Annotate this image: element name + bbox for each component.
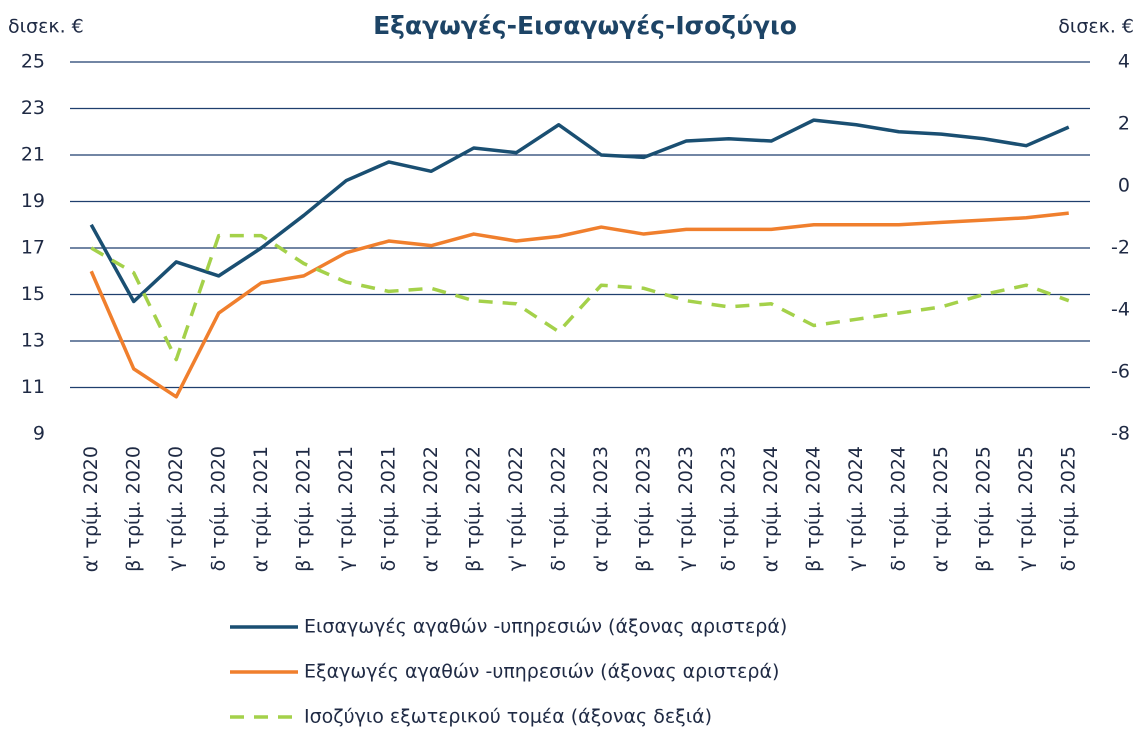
y2-tick-label: 4 (1118, 51, 1130, 73)
y-tick-label: 23 (21, 97, 45, 119)
x-tick-label: β' τρίμ. 2024 (802, 446, 824, 572)
x-tick-label: β' τρίμ. 2022 (462, 446, 484, 572)
x-tick-label: δ' τρίμ. 2022 (547, 446, 569, 571)
y-tick-label: 21 (21, 144, 45, 166)
y-tick-label: 13 (21, 330, 45, 352)
x-tick-label: γ' τρίμ. 2020 (165, 446, 187, 571)
y-tick-label: 19 (21, 190, 45, 212)
x-tick-label: γ' τρίμ. 2021 (335, 446, 357, 571)
x-tick-label: γ' τρίμ. 2023 (675, 446, 697, 571)
x-tick-label: α' τρίμ. 2022 (420, 446, 442, 572)
series-line (89, 118, 1070, 304)
legend-label: Εξαγωγές αγαθών -υπηρεσιών (άξονας αριστ… (304, 661, 779, 683)
x-tick-label: α' τρίμ. 2023 (590, 446, 612, 572)
x-tick-label: β' τρίμ. 2023 (632, 446, 654, 572)
y2-axis-label: δισεκ. € (1058, 16, 1134, 38)
chart-title: Εξαγωγές-Εισαγωγές-Ισοζύγιο (373, 11, 797, 40)
x-tick-label: γ' τρίμ. 2025 (1015, 446, 1037, 571)
y2-tick-label: -8 (1111, 423, 1130, 445)
x-tick-label: β' τρίμ. 2021 (292, 446, 314, 572)
y2-tick-label: 2 (1118, 113, 1130, 135)
y-tick-label: 11 (21, 376, 45, 398)
x-tick-label: γ' τρίμ. 2024 (845, 446, 867, 571)
y2-tick-label: -2 (1111, 237, 1130, 259)
y-axis-label: δισεκ. € (8, 16, 84, 38)
x-tick-label: β' τρίμ. 2020 (122, 446, 144, 572)
legend-label: Εισαγωγές αγαθών -υπηρεσιών (άξονας αρισ… (304, 616, 787, 638)
series-line (90, 233, 1070, 362)
y2-tick-label: -4 (1111, 299, 1130, 321)
x-tick-label: δ' τρίμ. 2025 (1057, 446, 1079, 571)
x-tick-label: γ' τρίμ. 2022 (505, 446, 527, 571)
y2-tick-label: 0 (1118, 175, 1130, 197)
x-tick-label: δ' τρίμ. 2024 (887, 446, 909, 571)
x-tick-label: α' τρίμ. 2020 (80, 446, 102, 572)
x-tick-label: β' τρίμ. 2025 (972, 446, 994, 572)
y-tick-label: 9 (33, 423, 45, 445)
x-tick-label: α' τρίμ. 2025 (930, 446, 952, 572)
legend-label: Ισοζύγιο εξωτερικού τομέα (άξονας δεξιά) (304, 706, 712, 728)
x-tick-label: δ' τρίμ. 2023 (717, 446, 739, 571)
y-tick-label: 25 (21, 51, 45, 73)
x-tick-label: δ' τρίμ. 2020 (207, 446, 229, 571)
series-line (89, 211, 1069, 399)
x-tick-label: δ' τρίμ. 2021 (377, 446, 399, 571)
y-tick-label: 17 (21, 237, 45, 259)
y-tick-label: 15 (21, 283, 45, 305)
x-tick-label: α' τρίμ. 2024 (760, 446, 782, 572)
x-tick-label: α' τρίμ. 2021 (250, 446, 272, 572)
y2-tick-label: -6 (1111, 361, 1130, 383)
